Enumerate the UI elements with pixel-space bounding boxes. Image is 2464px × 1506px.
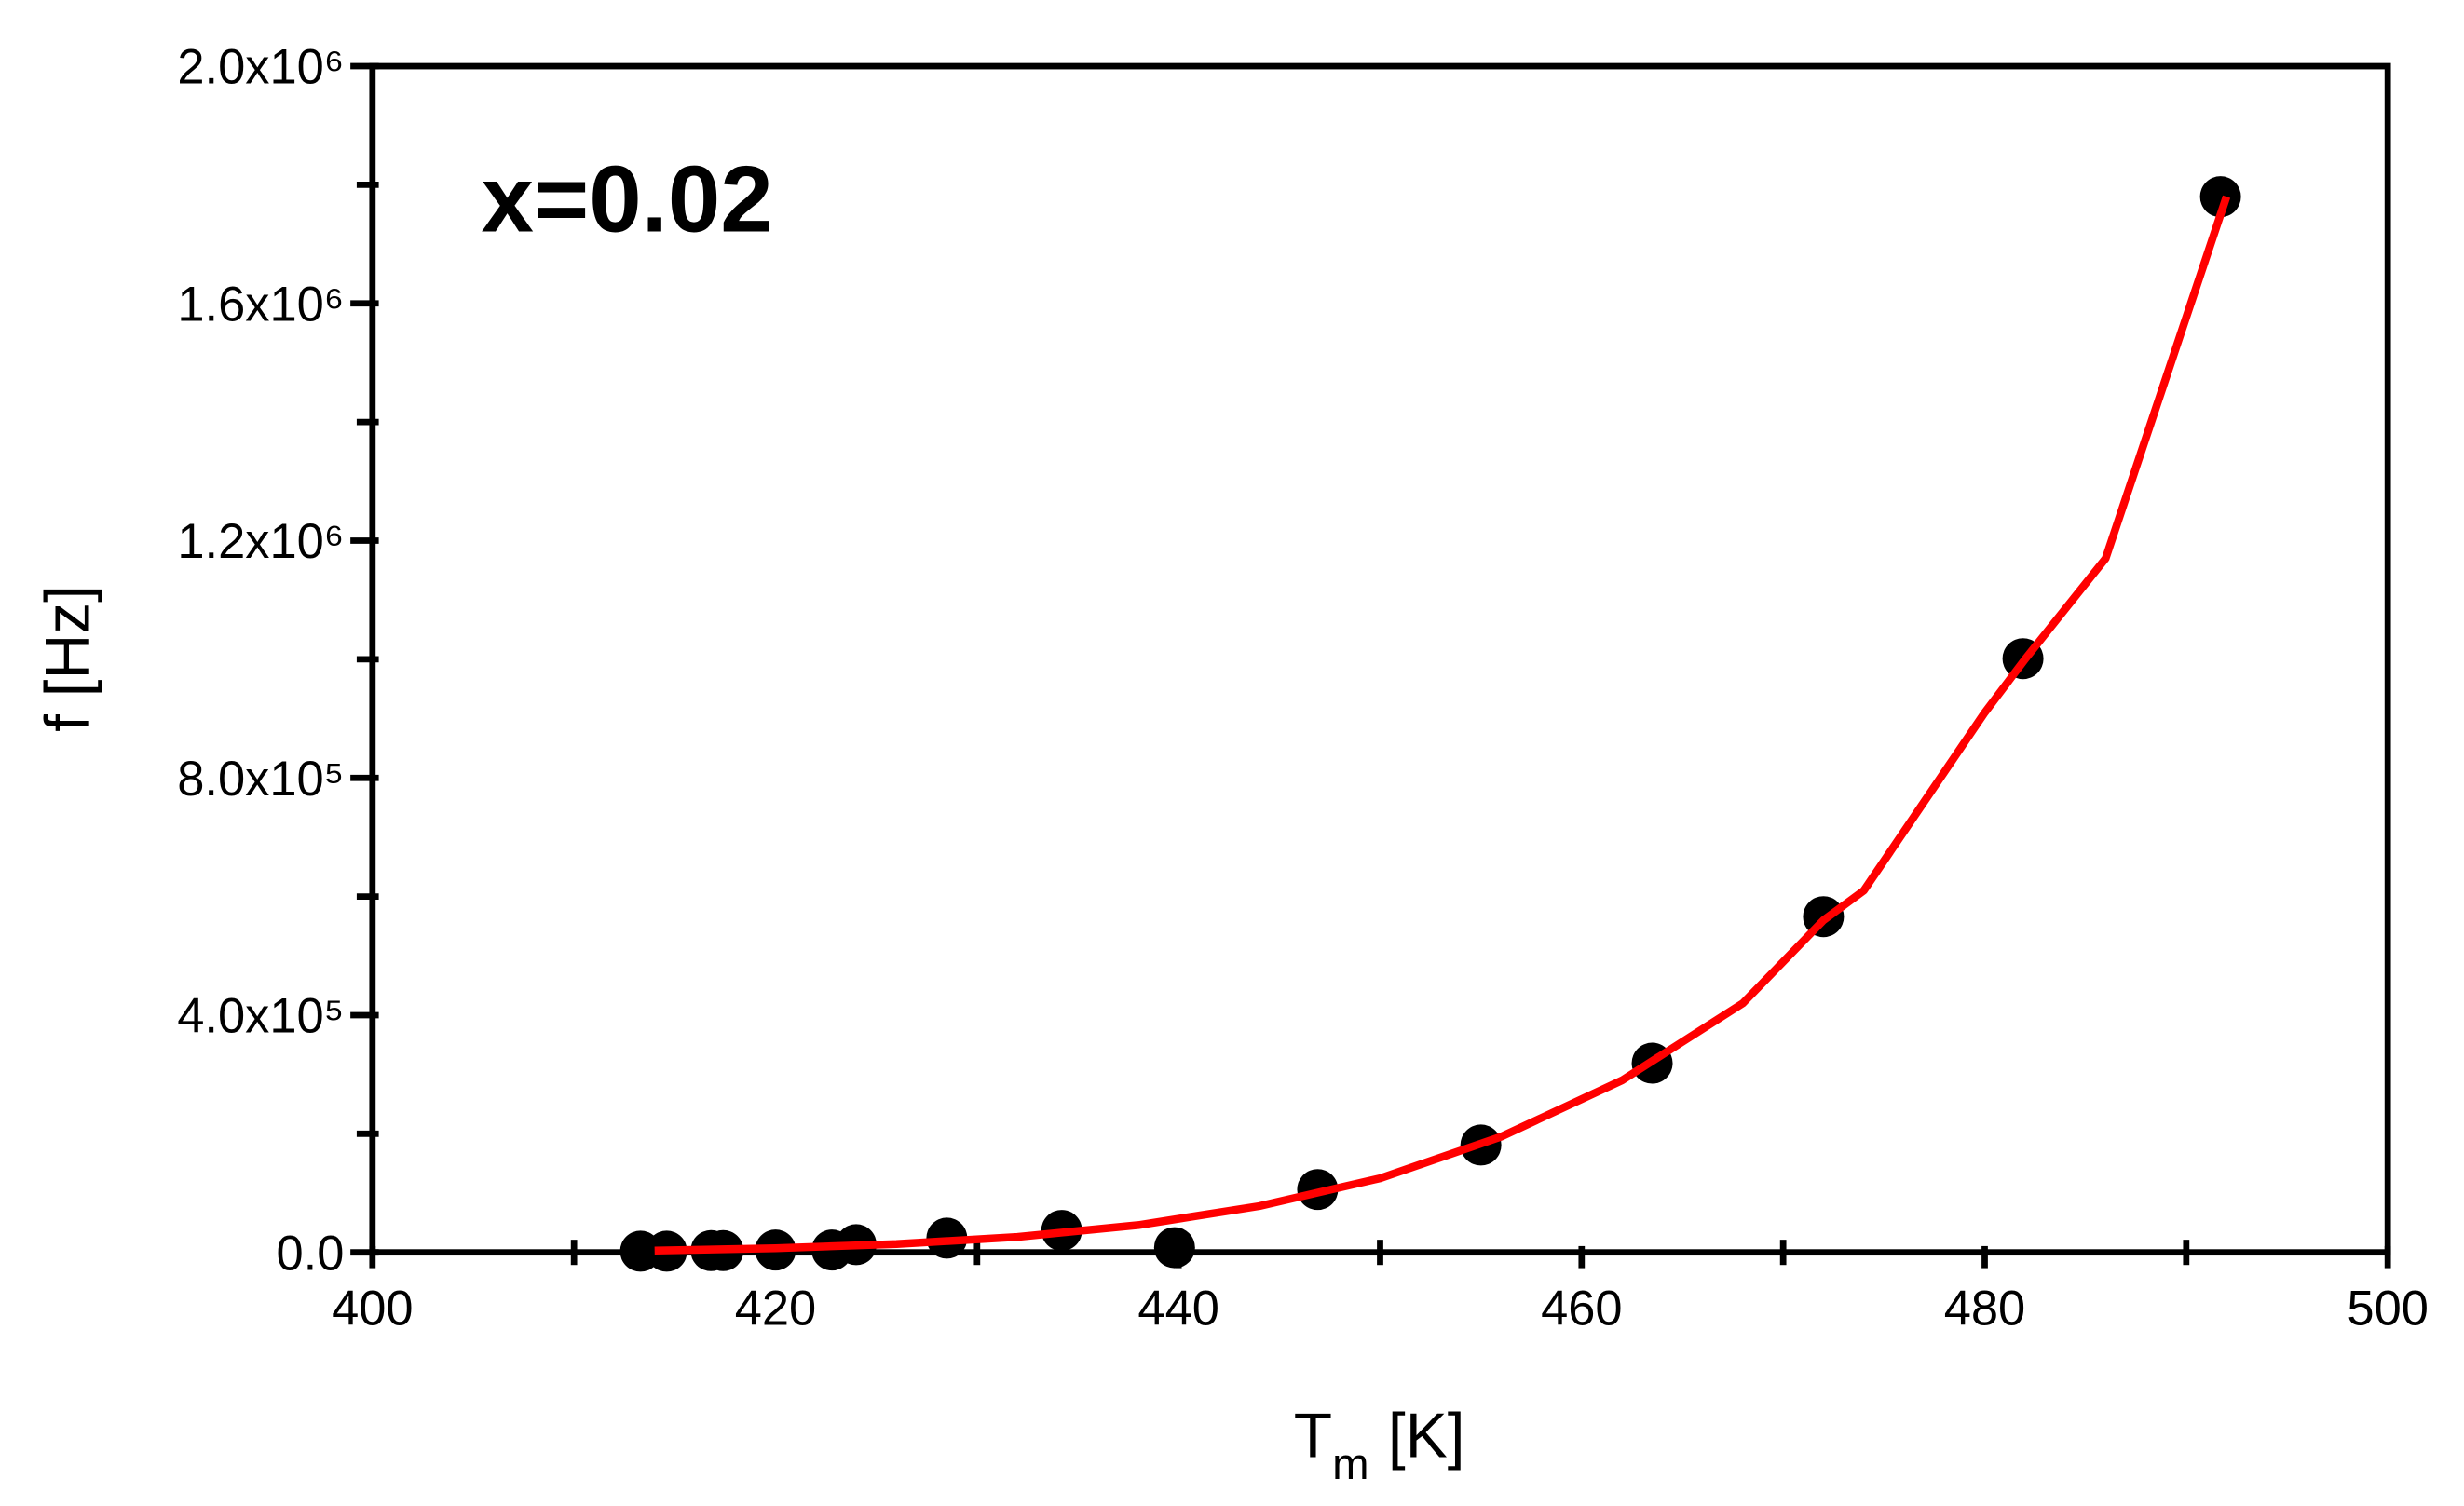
x-tick-label: 480 — [1944, 1282, 2025, 1336]
x-axis-label-part: [K] — [1388, 1402, 1465, 1472]
x-tick-label: 400 — [332, 1282, 413, 1336]
x-tick-label: 460 — [1541, 1282, 1622, 1336]
y-axis-label: f [Hz] — [33, 585, 102, 732]
y-tick-label: 1.6x10⁶ — [177, 278, 344, 332]
annotation: x=0.02 — [482, 146, 773, 252]
x-tick-label: 500 — [2347, 1282, 2428, 1336]
fit-line — [654, 195, 2231, 1255]
x-axis-label-part: T — [1294, 1402, 1332, 1472]
y-tick-label: 2.0x10⁶ — [177, 41, 344, 95]
data-point — [1153, 1227, 1195, 1269]
y-tick-label: 4.0x10⁵ — [177, 990, 344, 1044]
x-tick-label: 440 — [1137, 1282, 1218, 1336]
x-tick-label: 420 — [735, 1282, 816, 1336]
y-tick-label: 1.2x10⁶ — [177, 515, 344, 569]
y-tick-label: 0.0 — [277, 1227, 345, 1281]
data-point — [2199, 176, 2241, 218]
x-axis-label: Tm [K] — [1294, 1402, 1465, 1490]
x-axis-label-sub: m — [1332, 1440, 1368, 1489]
y-tick-label: 8.0x10⁵ — [177, 753, 344, 807]
